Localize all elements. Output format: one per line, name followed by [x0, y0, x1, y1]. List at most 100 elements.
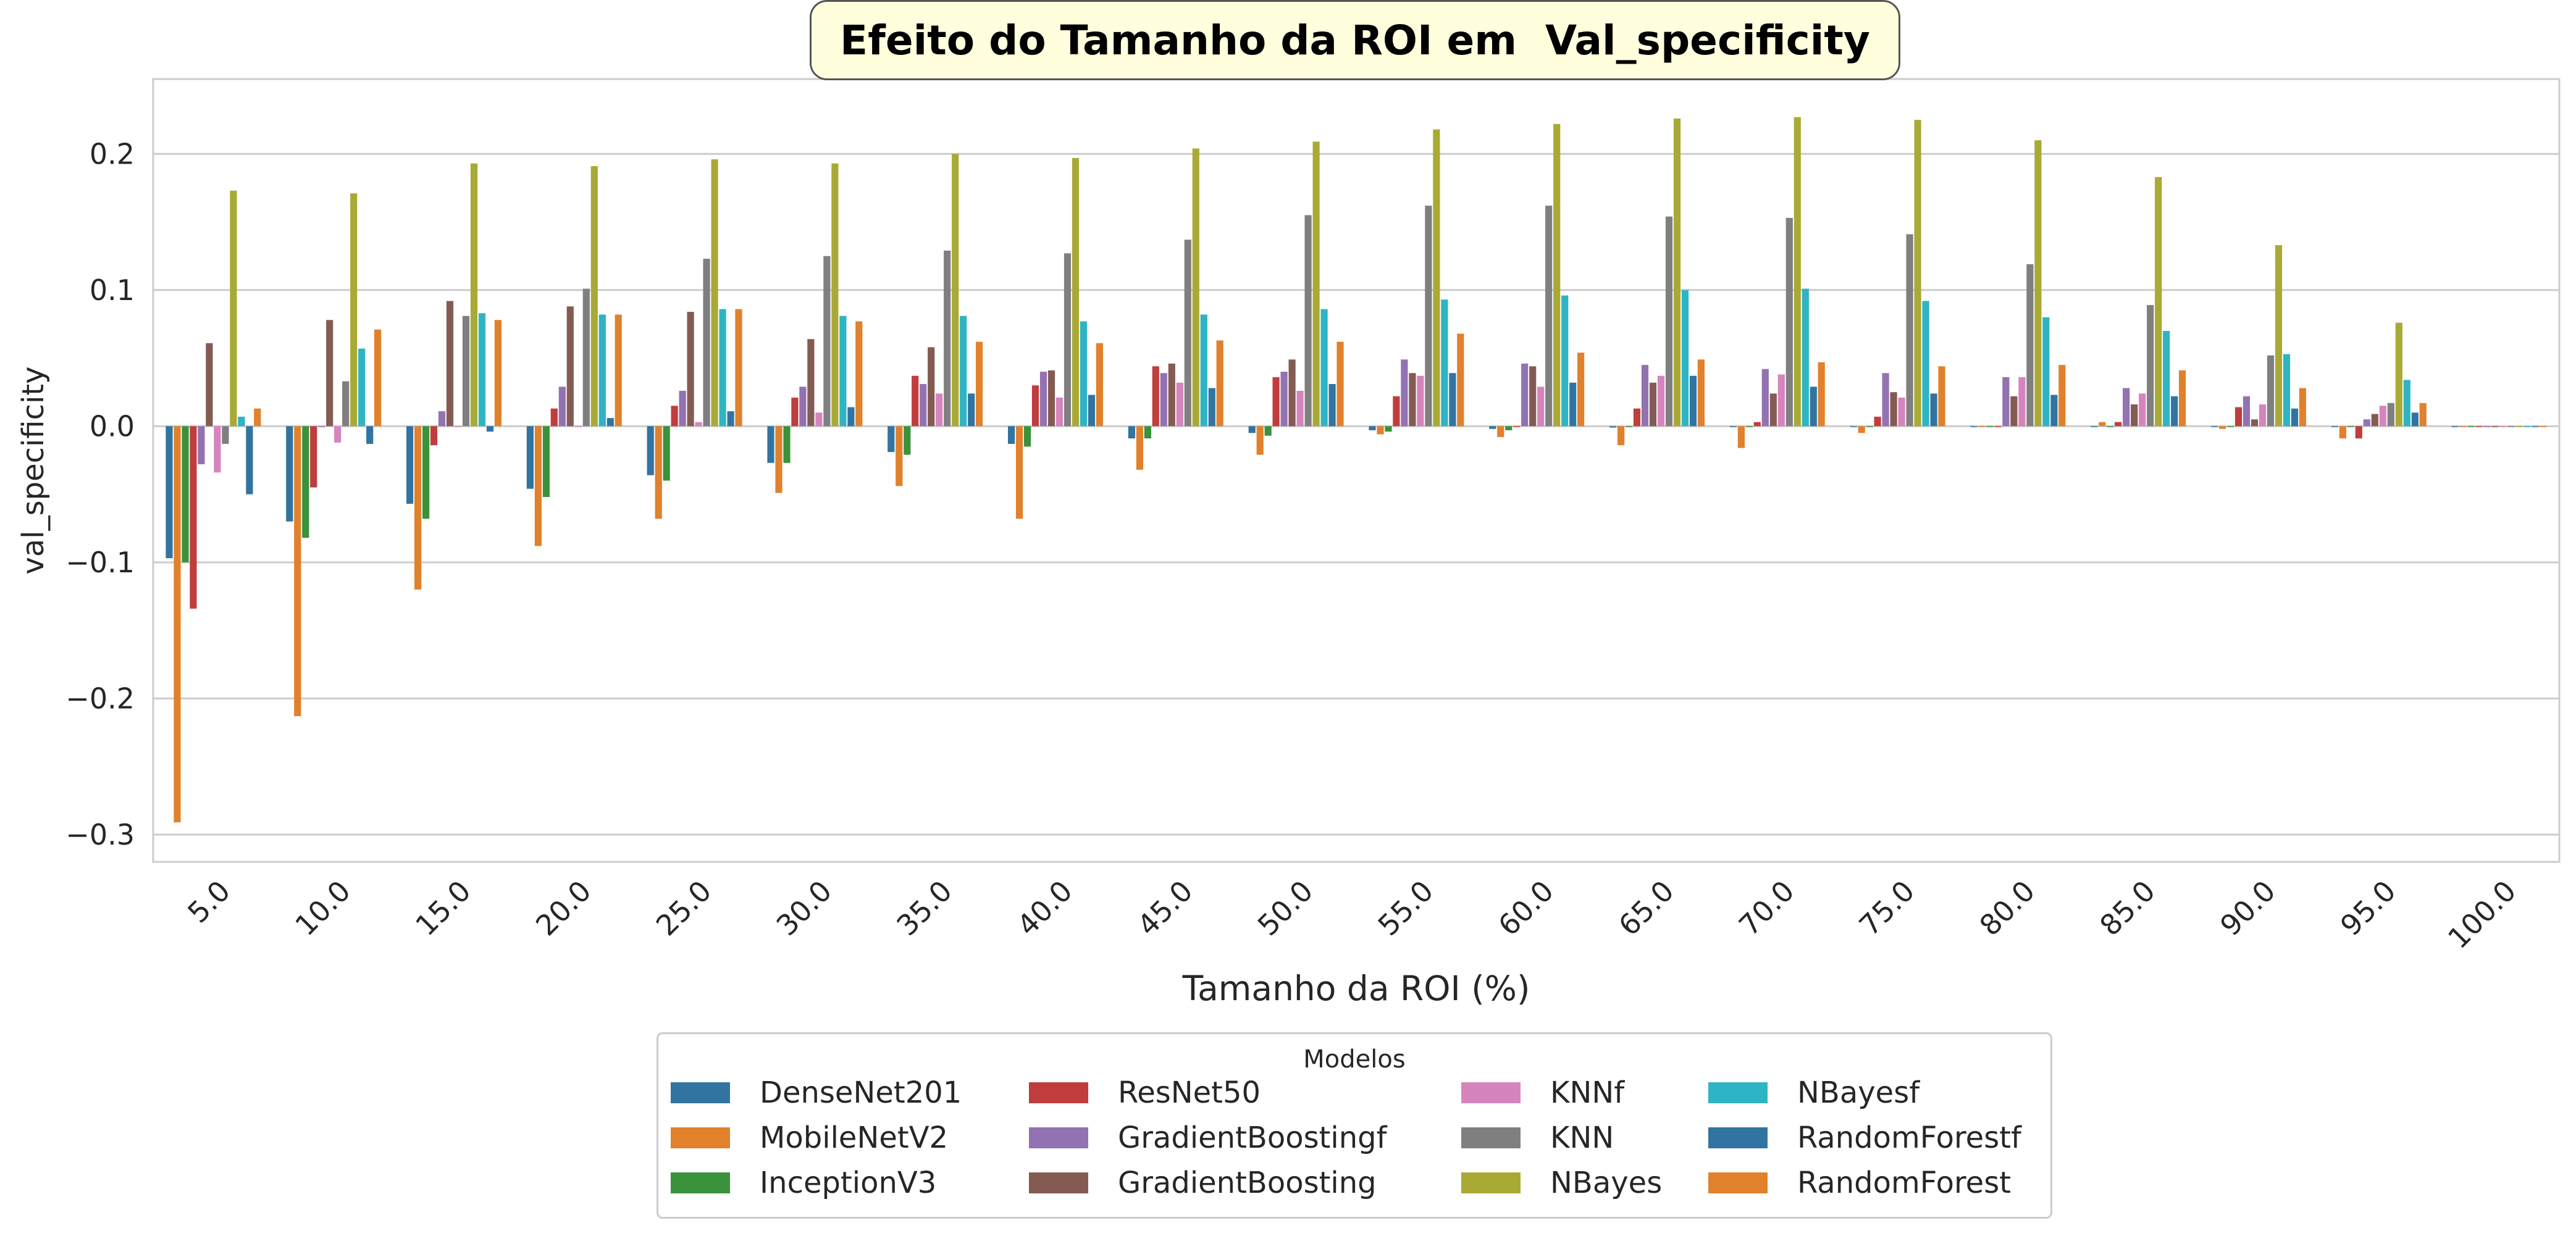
- bar: [1457, 333, 1464, 427]
- bar: [366, 426, 374, 444]
- x-tick-label: 90.0: [2213, 874, 2282, 943]
- legend-item: NBayes: [1461, 1164, 1662, 1201]
- bar: [1577, 353, 1585, 427]
- bar: [1850, 426, 1857, 427]
- bar: [446, 301, 454, 427]
- x-tick-label: 95.0: [2334, 874, 2402, 943]
- legend-item: NBayesf: [1708, 1074, 1919, 1111]
- bar: [1264, 426, 1272, 436]
- bar: [2291, 408, 2299, 427]
- bar: [1328, 384, 1336, 427]
- x-tick-label: 60.0: [1491, 874, 1560, 943]
- legend-label: KNN: [1550, 1121, 1614, 1155]
- bar: [1673, 119, 1681, 427]
- bar: [711, 159, 718, 427]
- bar: [1168, 363, 1175, 427]
- bar: [2403, 380, 2410, 427]
- x-tick-label: 35.0: [890, 874, 959, 943]
- bar: [2211, 426, 2218, 427]
- bar: [887, 426, 895, 453]
- bar: [1641, 365, 1649, 427]
- y-tick-labels: 0.2 0.1 0.0 −0.1 −0.2 −0.3: [65, 137, 135, 851]
- bar: [2524, 426, 2531, 427]
- bar: [1785, 217, 1793, 427]
- bar: [1008, 426, 1015, 444]
- bar: [1280, 372, 1288, 427]
- bar: [1385, 426, 1392, 432]
- legend-label: NBayesf: [1797, 1075, 1920, 1110]
- bar: [2147, 305, 2154, 427]
- bar: [775, 426, 782, 493]
- bar: [2532, 426, 2539, 427]
- bar: [2099, 422, 2106, 427]
- bar: [1377, 426, 1384, 435]
- bar: [1497, 426, 1504, 437]
- bar: [222, 426, 229, 444]
- bar: [1039, 372, 1047, 427]
- y-tick-label: 0.2: [90, 137, 135, 170]
- bar: [2475, 426, 2483, 427]
- bar: [2267, 355, 2275, 427]
- bar: [1874, 416, 1881, 427]
- bar: [1152, 366, 1159, 427]
- legend-label: GradientBoosting: [1118, 1166, 1377, 1200]
- bar: [2371, 414, 2378, 427]
- bar: [302, 426, 309, 538]
- bar: [1529, 366, 1537, 427]
- legend-item: InceptionV3: [671, 1164, 936, 1201]
- bar: [1665, 216, 1673, 427]
- bar: [1272, 377, 1280, 427]
- bar: [1906, 234, 1913, 427]
- bar: [783, 426, 791, 463]
- y-tick-label: 0.1: [90, 274, 135, 307]
- bar: [831, 163, 839, 427]
- bar: [1200, 314, 1207, 427]
- bar: [1176, 382, 1183, 427]
- bar: [550, 408, 558, 427]
- bar: [928, 347, 935, 427]
- bar: [1537, 386, 1545, 427]
- legend-item: ResNet50: [1029, 1074, 1261, 1111]
- bar: [1088, 395, 1096, 427]
- bar: [968, 393, 975, 427]
- bar: [182, 426, 189, 562]
- x-tick-label: 40.0: [1010, 874, 1079, 943]
- bar: [2010, 396, 2018, 427]
- bar: [438, 411, 446, 427]
- bar: [1794, 117, 1801, 427]
- bar: [2331, 426, 2338, 427]
- legend-item: KNNf: [1461, 1074, 1624, 1111]
- bar: [671, 406, 678, 427]
- legend-item: KNN: [1461, 1119, 1614, 1156]
- bar: [2042, 317, 2050, 427]
- x-tick-label: 5.0: [181, 874, 237, 930]
- bar: [1769, 393, 1777, 427]
- plot-frame: [152, 78, 2561, 863]
- bar: [1633, 408, 1641, 427]
- x-tick-label: 55.0: [1372, 874, 1440, 943]
- x-tick-label: 30.0: [770, 874, 839, 943]
- bar: [238, 416, 245, 427]
- bar: [1505, 426, 1512, 430]
- bar: [2411, 412, 2419, 427]
- x-tick-label: 85.0: [2093, 874, 2162, 943]
- x-tick-label: 70.0: [1732, 874, 1801, 943]
- bar: [2026, 264, 2034, 427]
- bar: [374, 329, 382, 427]
- legend-swatch: [1708, 1082, 1768, 1103]
- bar: [823, 256, 831, 427]
- bar: [1047, 370, 1055, 427]
- bar: [430, 426, 438, 446]
- x-tick-label: 50.0: [1251, 874, 1320, 943]
- bar: [1072, 157, 1080, 427]
- bar: [1064, 253, 1072, 427]
- bar: [2459, 426, 2467, 427]
- bar: [687, 312, 694, 427]
- bar: [350, 193, 358, 427]
- legend-label: DenseNet201: [760, 1075, 962, 1110]
- bar: [1914, 120, 1921, 427]
- legend-item: DenseNet201: [671, 1074, 962, 1111]
- bar: [1978, 426, 1986, 427]
- legend-swatch: [1029, 1082, 1088, 1103]
- bar: [1994, 426, 2002, 427]
